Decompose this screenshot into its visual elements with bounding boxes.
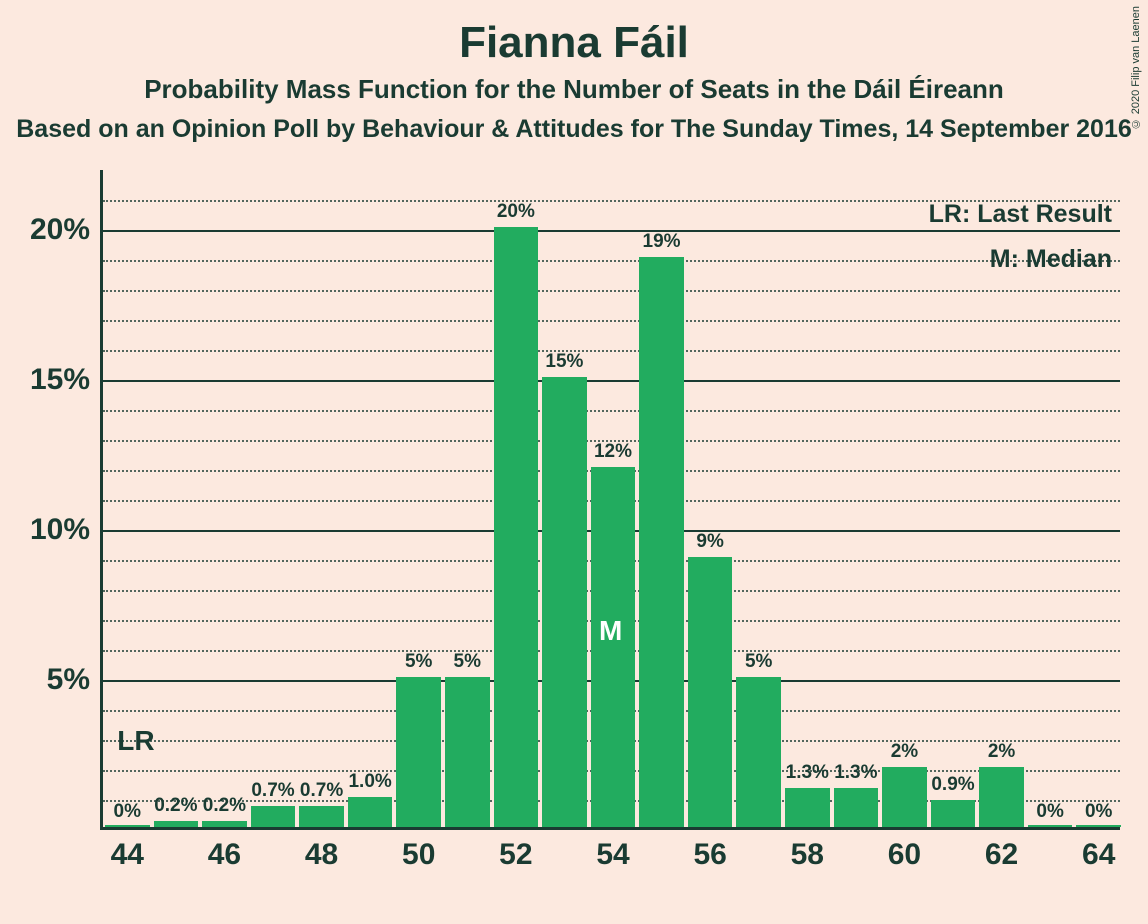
x-tick-label: 62 — [985, 838, 1018, 872]
chart-subtitle: Probability Mass Function for the Number… — [0, 74, 1148, 105]
grid-minor — [103, 320, 1120, 322]
bar-value-label: 15% — [545, 351, 583, 373]
bar-value-label: 0.7% — [300, 780, 343, 802]
x-tick-label: 50 — [402, 838, 435, 872]
bar — [688, 557, 733, 827]
bar-value-label: 0% — [114, 801, 141, 823]
bar — [591, 467, 636, 827]
bar — [105, 825, 150, 827]
chart-title: Fianna Fáil — [0, 18, 1148, 68]
bar — [834, 788, 879, 827]
bar-value-label: 0.9% — [931, 774, 974, 796]
copyright-text: © 2020 Filip van Laenen — [1130, 6, 1142, 129]
bar — [396, 677, 441, 827]
x-tick-label: 56 — [693, 838, 726, 872]
grid-major — [103, 380, 1120, 382]
marker-last-result: LR — [117, 725, 154, 757]
legend-last-result: LR: Last Result — [929, 200, 1112, 229]
x-tick-label: 44 — [111, 838, 144, 872]
grid-minor — [103, 260, 1120, 262]
x-tick-label: 60 — [888, 838, 921, 872]
bar — [299, 806, 344, 827]
bar-value-label: 0.2% — [203, 795, 246, 817]
bar — [251, 806, 296, 827]
bar-value-label: 20% — [497, 201, 535, 223]
bar — [1076, 825, 1121, 827]
plot-region: 5%10%15%20%44464850525456586062640%0.2%0… — [100, 170, 1120, 830]
y-tick-label: 15% — [10, 363, 90, 397]
legend-median: M: Median — [990, 245, 1112, 274]
bar-value-label: 19% — [643, 231, 681, 253]
bar-value-label: 2% — [988, 741, 1015, 763]
bar — [882, 767, 927, 827]
bar — [931, 800, 976, 827]
bar — [785, 788, 830, 827]
bar-value-label: 0.7% — [251, 780, 294, 802]
x-tick-label: 54 — [596, 838, 629, 872]
bar — [639, 257, 684, 827]
bar-value-label: 1.0% — [348, 771, 391, 793]
bar-value-label: 1.3% — [834, 762, 877, 784]
bar-value-label: 0% — [1085, 801, 1112, 823]
bar-value-label: 1.3% — [786, 762, 829, 784]
bar — [1028, 825, 1073, 827]
grid-minor — [103, 350, 1120, 352]
bar-value-label: 5% — [745, 651, 772, 673]
x-tick-label: 52 — [499, 838, 532, 872]
grid-minor — [103, 410, 1120, 412]
bar-value-label: 12% — [594, 441, 632, 463]
bar — [542, 377, 587, 827]
chart-area: 5%10%15%20%44464850525456586062640%0.2%0… — [100, 170, 1120, 830]
bar — [445, 677, 490, 827]
bar — [202, 821, 247, 827]
chart-source: Based on an Opinion Poll by Behaviour & … — [0, 115, 1148, 144]
grid-minor — [103, 290, 1120, 292]
bar-value-label: 5% — [454, 651, 481, 673]
bar-value-label: 5% — [405, 651, 432, 673]
x-tick-label: 46 — [208, 838, 241, 872]
y-tick-label: 10% — [10, 513, 90, 547]
bar — [348, 797, 393, 827]
bar — [979, 767, 1024, 827]
x-tick-label: 64 — [1082, 838, 1115, 872]
bar-value-label: 0% — [1036, 801, 1063, 823]
y-tick-label: 20% — [10, 213, 90, 247]
bar — [736, 677, 781, 827]
bar — [154, 821, 199, 827]
bar-value-label: 9% — [696, 531, 723, 553]
grid-major — [103, 230, 1120, 232]
x-tick-label: 48 — [305, 838, 338, 872]
bar-value-label: 2% — [891, 741, 918, 763]
bar-value-label: 0.2% — [154, 795, 197, 817]
y-tick-label: 5% — [10, 663, 90, 697]
bar — [494, 227, 539, 827]
marker-median: M — [599, 615, 622, 647]
x-tick-label: 58 — [791, 838, 824, 872]
